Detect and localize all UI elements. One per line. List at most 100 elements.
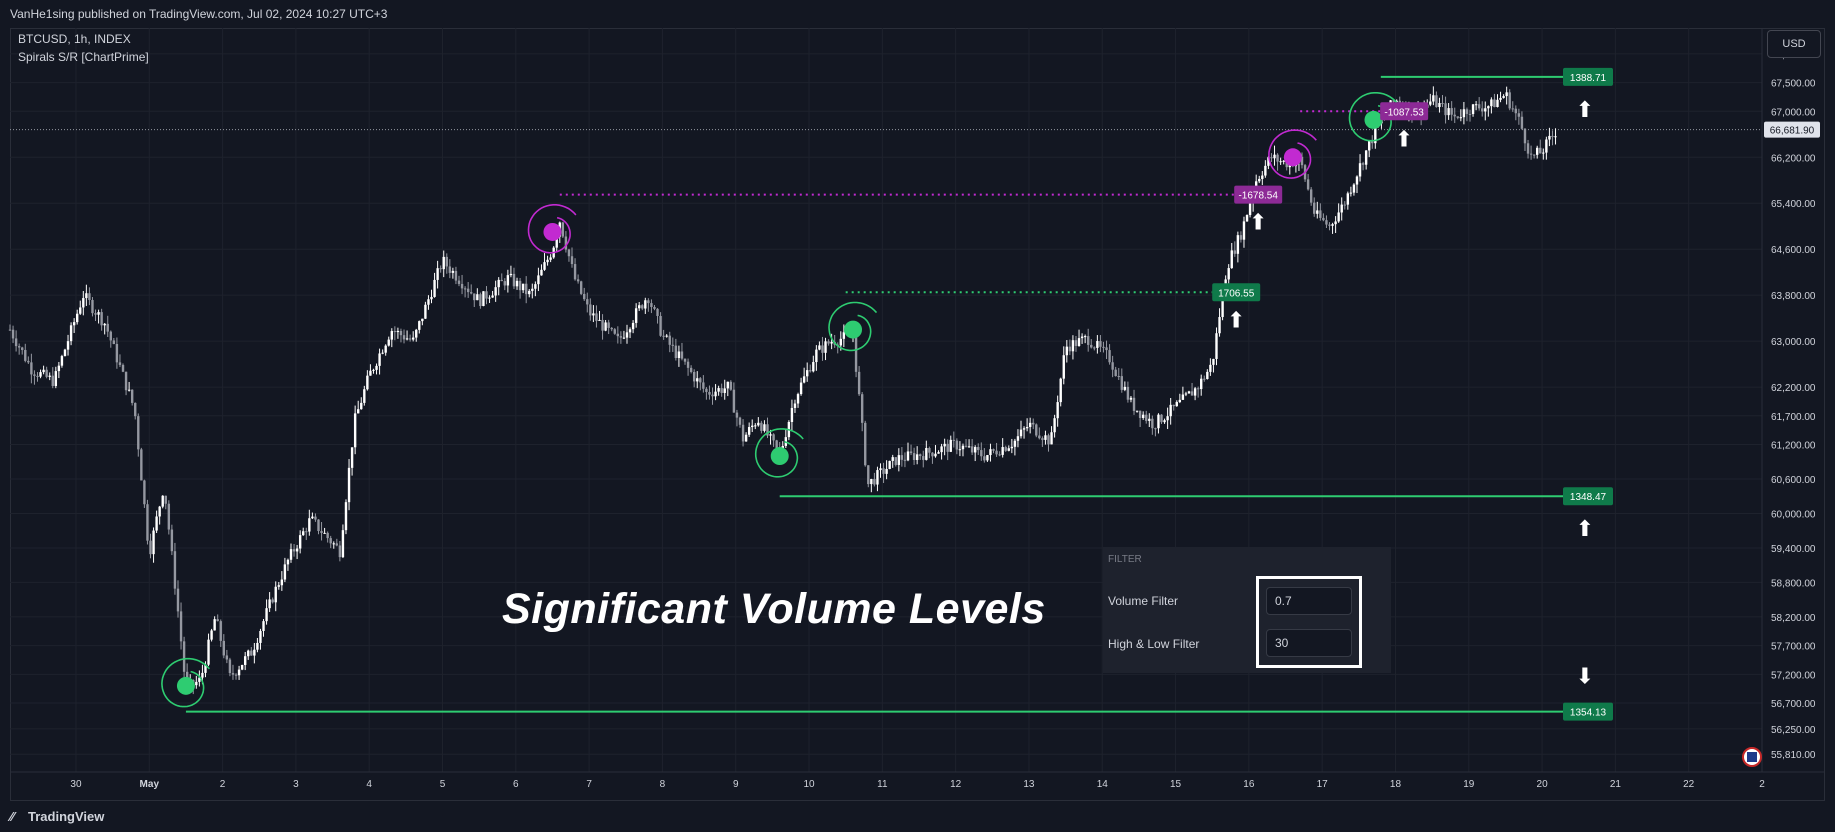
overlay-title: Significant Volume Levels: [502, 585, 1046, 633]
candle-body: [1187, 391, 1191, 394]
price-tick-label: 64,600.00: [1771, 245, 1816, 256]
candle-body: [1364, 150, 1368, 165]
candle-body: [350, 447, 354, 468]
candle-body: [11, 329, 15, 339]
candle-body: [1093, 347, 1096, 349]
candle-body: [1511, 108, 1514, 110]
candle-body: [329, 538, 332, 544]
time-tick-label: 6: [513, 779, 519, 790]
candle-body: [946, 443, 949, 452]
candle-body: [1102, 346, 1105, 348]
candle-body: [1145, 414, 1148, 421]
candle-body: [280, 579, 284, 586]
candle-body: [668, 335, 671, 345]
candle-body: [1270, 157, 1273, 159]
candle-body: [1429, 101, 1432, 105]
candle-body: [769, 434, 772, 436]
price-tick-label: 67,500.00: [1771, 79, 1816, 90]
candle-body: [298, 535, 302, 549]
candle-body: [576, 279, 580, 282]
candle-body: [253, 649, 256, 656]
candle-body: [1230, 250, 1233, 269]
candle-body: [1319, 210, 1322, 218]
candle-body: [152, 530, 155, 555]
candle-body: [1010, 446, 1014, 449]
candle-body: [812, 362, 815, 372]
candle-body: [347, 467, 351, 503]
price-tick-label: 60,000.00: [1771, 509, 1816, 520]
indicator-legend[interactable]: Spirals S/R [ChartPrime]: [18, 50, 149, 64]
candle-body: [109, 331, 112, 341]
candle-body: [1264, 165, 1267, 176]
candle-body: [540, 269, 543, 276]
candle-body: [870, 479, 873, 485]
candle-body: [1331, 224, 1334, 226]
spiral-center-dot: [844, 320, 863, 339]
price-tick-label: 61,700.00: [1771, 412, 1816, 423]
candle-body: [274, 586, 277, 603]
candle-body: [323, 532, 326, 534]
spiral-path: [1268, 129, 1317, 179]
candle-body: [561, 222, 565, 237]
candle-body: [809, 370, 812, 372]
candle-body: [882, 468, 885, 474]
candle-body: [466, 288, 470, 293]
candle-body: [506, 275, 510, 286]
volume-filter-input[interactable]: [1266, 587, 1352, 615]
candle-body: [396, 330, 400, 333]
candle-body: [689, 367, 693, 372]
footer-bar: ⁄⁄ TradingView: [0, 801, 1835, 832]
candle-body: [424, 304, 427, 319]
candle-body: [57, 365, 61, 372]
volume-level-label: 1354.13: [1570, 708, 1607, 719]
candle-body: [1374, 126, 1377, 144]
candle-body: [900, 455, 904, 460]
volume-filter-label: Volume Filter: [1108, 594, 1179, 608]
candle-body: [1499, 97, 1502, 100]
candle-body: [766, 424, 769, 436]
candle-body: [1111, 362, 1114, 370]
price-tick-label: 62,200.00: [1771, 383, 1816, 394]
candle-body: [1056, 402, 1059, 419]
candle-body: [408, 338, 412, 340]
candle-body: [100, 312, 103, 326]
chart-frame: [10, 28, 1825, 801]
current-price-tag: [1764, 121, 1820, 138]
candle-body: [732, 389, 736, 413]
candle-body: [433, 279, 436, 297]
tradingview-logo[interactable]: ⁄⁄ TradingView: [10, 809, 104, 824]
currency-button[interactable]: USD: [1767, 30, 1821, 58]
candle-body: [876, 470, 879, 485]
candle-body: [1505, 92, 1508, 97]
candle-body: [30, 362, 33, 375]
symbol-legend[interactable]: BTCUSD, 1h, INDEX: [18, 32, 131, 46]
candle-body: [1273, 154, 1276, 159]
candle-body: [952, 439, 956, 441]
candle-body: [1438, 103, 1441, 108]
candle-body: [854, 335, 858, 372]
candle-body: [1258, 178, 1261, 182]
price-tick-label: 60,600.00: [1771, 475, 1816, 486]
candle-body: [1059, 378, 1062, 403]
candle-body: [1209, 364, 1212, 372]
candle-body: [729, 381, 733, 390]
candle-body: [176, 588, 180, 612]
candle-body: [827, 341, 830, 344]
candle-body: [228, 659, 232, 674]
candle-body: [1120, 376, 1123, 390]
candle-body: [198, 677, 201, 682]
candle-body: [583, 293, 586, 300]
volume-level-label: 1706.55: [1218, 288, 1255, 299]
candle-body: [292, 549, 296, 552]
candle-body: [1368, 140, 1371, 151]
high-low-filter-input[interactable]: [1266, 629, 1352, 657]
candle-body: [115, 344, 119, 363]
price-tick-label: 63,000.00: [1771, 337, 1816, 348]
candle-body: [744, 434, 748, 442]
candle-body: [512, 273, 516, 287]
candle-body: [613, 329, 616, 334]
candle-body: [36, 375, 39, 377]
candle-body: [243, 656, 247, 665]
candle-body: [1532, 154, 1536, 156]
